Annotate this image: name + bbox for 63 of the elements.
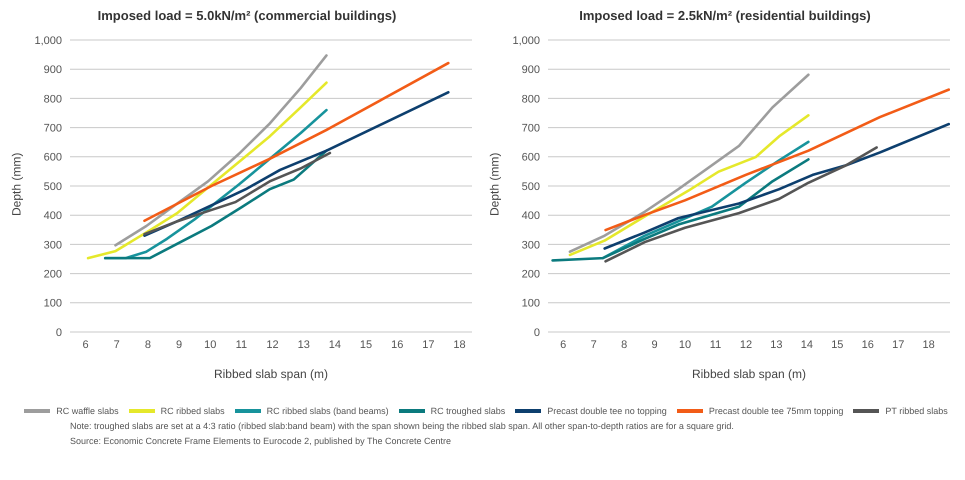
y-axis-title: Depth (mm)	[9, 152, 24, 216]
x-tick-label: 10	[678, 338, 692, 351]
y-tick-label: 200	[44, 268, 62, 281]
x-tick-label: 14	[800, 338, 813, 351]
x-tick-label: 18	[922, 338, 935, 351]
y-tick-label: 700	[44, 122, 62, 135]
x-tick-label: 6	[82, 338, 89, 351]
legend-label: RC ribbed slabs	[160, 406, 225, 416]
y-tick-label: 300	[44, 239, 62, 252]
x-tick-label: 13	[770, 338, 783, 351]
y-tick-label: 1,000	[512, 34, 540, 47]
legend-label: Precast double tee 75mm topping	[708, 406, 844, 416]
y-tick-label: 900	[44, 64, 62, 76]
x-tick-label: 16	[391, 338, 404, 351]
y-tick-label: 800	[44, 93, 62, 106]
x-tick-label: 14	[328, 338, 342, 351]
y-tick-label: 900	[522, 64, 540, 76]
legend-label: PT ribbed slabs	[885, 406, 948, 416]
x-tick-label: 13	[298, 338, 310, 351]
text: Note: troughed slabs are set at a 4:3 ratio (ribbed slab:band beam) with the span shown being the ribbed slab span. All other span-to-depth ratios are for a square grid.	[70, 421, 735, 431]
source-note: Source: Economic Concrete Frame Elements to Eurocode 2, published by The Concrete Centre	[70, 436, 452, 446]
x-tick-label: 15	[360, 338, 372, 351]
y-tick-label: 500	[522, 180, 540, 193]
y-tick-label: 0	[56, 326, 62, 339]
x-tick-label: 8	[144, 338, 151, 351]
legend-label: RC ribbed slabs (band beams)	[266, 406, 389, 416]
legend-label: RC waffle slabs	[56, 406, 119, 416]
x-tick-label: 6	[560, 338, 566, 351]
y-tick-label: 400	[44, 210, 62, 222]
x-tick-label: 10	[204, 338, 216, 351]
x-tick-label: 18	[453, 338, 466, 351]
y-tick-label: 600	[522, 152, 540, 164]
y-tick-label: 700	[522, 122, 540, 135]
x-tick-label: 12	[266, 338, 279, 351]
y-tick-label: 500	[44, 180, 62, 193]
x-tick-label: 9	[176, 338, 182, 351]
y-tick-label: 1,000	[34, 34, 62, 47]
legend-label: Precast double tee no topping	[547, 406, 667, 416]
y-tick-label: 400	[522, 210, 540, 222]
x-tick-label: 15	[831, 338, 844, 351]
y-tick-label: 200	[522, 268, 540, 281]
x-tick-label: 17	[892, 338, 904, 351]
x-axis-title: Ribbed slab span (m)	[214, 367, 328, 381]
x-tick-label: 7	[114, 338, 120, 351]
x-axis-title: Ribbed slab span (m)	[692, 367, 806, 381]
x-tick-label: 7	[590, 338, 597, 351]
y-tick-label: 100	[44, 298, 62, 310]
chart-title: Imposed load = 2.5kN/m² (residential buildings)	[578, 8, 872, 25]
y-axis-title: Depth (mm)	[487, 152, 502, 216]
x-tick-label: 9	[652, 338, 658, 351]
chart-title: Imposed load = 5.0kN/m² (commercial buildings)	[96, 8, 398, 25]
y-tick-label: 0	[534, 326, 540, 339]
y-tick-label: 800	[522, 93, 540, 106]
x-tick-label: 17	[422, 338, 434, 351]
x-tick-label: 12	[740, 338, 752, 351]
legend-label: RC troughed slabs	[430, 406, 506, 416]
x-tick-label: 11	[236, 338, 248, 351]
y-tick-label: 100	[522, 298, 540, 310]
x-tick-label: 16	[862, 338, 874, 351]
x-tick-label: 8	[621, 338, 628, 351]
y-tick-label: 600	[44, 152, 62, 164]
x-tick-label: 11	[710, 338, 722, 351]
y-tick-label: 300	[522, 239, 540, 252]
